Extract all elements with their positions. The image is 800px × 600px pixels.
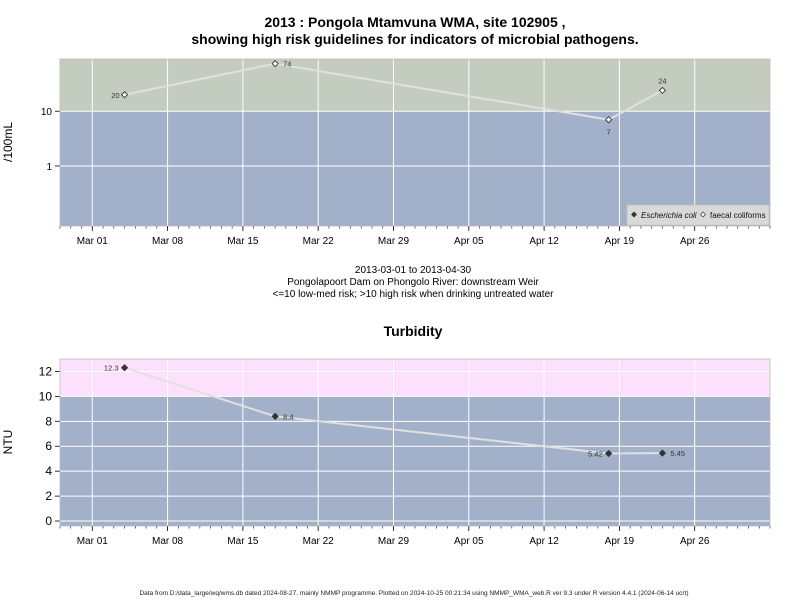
data-label: 7 xyxy=(607,128,611,137)
y-tick-label: 4 xyxy=(45,464,52,478)
x-tick-label: Apr 26 xyxy=(680,236,710,247)
y-tick-label: 8 xyxy=(45,414,52,428)
x-tick-label: Apr 26 xyxy=(680,536,710,547)
x-tick-label: Apr 19 xyxy=(605,536,635,547)
y-tick-label: 1 xyxy=(46,162,52,173)
legend-label-ecoli: Escherichia coli xyxy=(641,211,697,220)
y-tick-label: 10 xyxy=(39,389,53,403)
chart1-subtitle-line3: <=10 low-med risk; >10 high risk when dr… xyxy=(273,289,555,300)
data-point xyxy=(120,91,129,99)
y-tick-label: 12 xyxy=(39,364,53,378)
plot-frame xyxy=(59,58,771,227)
legend-box xyxy=(626,204,770,226)
x-tick-label: Mar 08 xyxy=(152,536,184,547)
x-tick-label: Apr 12 xyxy=(529,236,559,247)
high-risk-band xyxy=(60,359,770,397)
chart1-title-line1: 2013 : Pongola Mtamvuna WMA, site 102905… xyxy=(264,14,565,30)
x-tick-label: Mar 29 xyxy=(378,236,410,247)
y-tick-label: 10 xyxy=(41,107,53,118)
data-point xyxy=(271,60,279,68)
x-tick-label: Mar 15 xyxy=(227,536,259,547)
data-point xyxy=(604,449,613,458)
data-label: 5.45 xyxy=(670,449,685,458)
data-label: 5.42 xyxy=(588,449,603,458)
low-risk-band xyxy=(60,396,770,526)
data-point xyxy=(658,86,667,95)
data-label: 74 xyxy=(283,60,291,69)
x-tick-label: Apr 19 xyxy=(605,236,635,247)
chart2-ylabel: NTU xyxy=(1,430,15,455)
chart2-plot-area: Mar 01 Mar 08 Mar 15 Mar 22 Mar 29 Apr 05 Apr … xyxy=(39,358,771,547)
x-tick-label: Mar 08 xyxy=(152,236,184,247)
y-tick-label: 2 xyxy=(45,489,52,503)
x-tick-label: Apr 05 xyxy=(454,536,484,547)
chart1-subtitle-line2: Pongolapoort Dam on Phongolo River: down… xyxy=(287,277,539,288)
footer-note: Data from D:/data_large/wq/wms.db dated … xyxy=(139,590,688,597)
chart1-title-line2: showing high risk guidelines for indicat… xyxy=(191,31,638,47)
series-line xyxy=(124,366,663,455)
y-tick-label: 6 xyxy=(45,439,52,453)
x-tick-label: Apr 05 xyxy=(454,236,484,247)
data-point xyxy=(271,412,279,420)
legend-marker-ecoli xyxy=(631,211,637,218)
series-line xyxy=(124,62,663,121)
plot-frame xyxy=(59,358,771,527)
chart1-ylabel: /100mL xyxy=(1,122,15,162)
legend-marker-faecal xyxy=(700,211,706,218)
legend-label-faecal: faecal coliforms xyxy=(710,211,766,220)
x-tick-label: Mar 01 xyxy=(77,236,109,247)
chart2-title: Turbidity xyxy=(384,323,443,339)
x-tick-label: Apr 12 xyxy=(529,536,559,547)
high-risk-band xyxy=(60,59,770,112)
data-point xyxy=(120,364,129,372)
data-label: 24 xyxy=(658,76,666,85)
chart1-subtitle-line1: 2013-03-01 to 2013-04-30 xyxy=(355,265,472,276)
data-label: 20 xyxy=(111,91,119,100)
data-label: 12.3 xyxy=(104,364,119,373)
x-tick-label: Mar 22 xyxy=(303,236,335,247)
chart1-plot-area: Mar 01 Mar 08 Mar 15 Mar 22 Mar 29 Apr 05 Apr … xyxy=(41,58,771,247)
data-point xyxy=(604,116,613,124)
x-tick-label: Mar 29 xyxy=(378,536,410,547)
x-tick-label: Mar 01 xyxy=(77,536,109,547)
data-point xyxy=(658,449,667,457)
x-tick-label: Mar 22 xyxy=(303,536,335,547)
x-tick-label: Mar 15 xyxy=(227,236,259,247)
data-label: 8.4 xyxy=(283,412,293,421)
y-tick-label: 0 xyxy=(45,514,52,528)
